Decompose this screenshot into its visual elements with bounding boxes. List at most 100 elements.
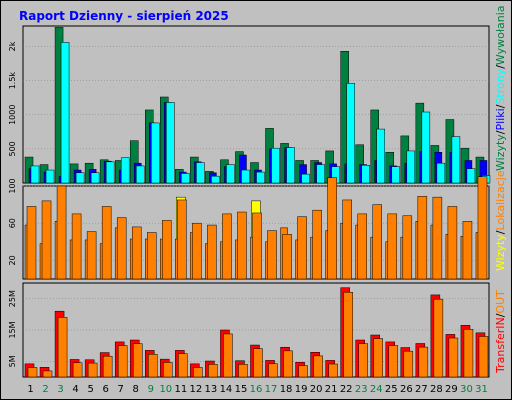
x-tick-day-10: 10 — [159, 384, 172, 395]
bar-transfer-out-day-20 — [313, 355, 323, 378]
bar-transfer-out-day-18 — [283, 350, 293, 378]
legend-transfer-item-2: / — [494, 313, 507, 317]
bar-strony-day-4 — [75, 172, 85, 184]
bar-transfer-out-day-1 — [27, 367, 38, 378]
bar-transfer-out-day-4 — [72, 362, 83, 378]
x-tick-day-24: 24 — [370, 384, 383, 395]
y-tick-label: 15M — [8, 321, 17, 338]
x-tick-day-2: 2 — [42, 384, 48, 395]
x-tick-day-7: 7 — [118, 384, 124, 395]
bar-strony-day-27 — [421, 111, 431, 184]
bar-strony-day-3 — [60, 42, 70, 184]
bar-strony-day-12 — [196, 162, 205, 184]
bar-transfer-out-day-16 — [253, 348, 263, 378]
legend-hits-item-1: / — [494, 130, 507, 134]
bar-visits-day-6 — [101, 206, 112, 280]
bar-strony-day-13 — [211, 175, 220, 184]
x-tick-day-29: 29 — [445, 384, 458, 395]
chart-panel-hits: 500 1000 1.5k 2k — [8, 25, 491, 184]
bar-visits-day-1 — [26, 206, 37, 280]
x-tick-day-9: 9 — [148, 384, 154, 395]
bar-transfer-out-day-7 — [117, 345, 128, 378]
legend-transfer-item-3: OUT — [494, 290, 507, 314]
legend-hits-item-4: Strony — [494, 68, 507, 104]
x-tick-day-8: 8 — [133, 384, 139, 395]
x-tick-day-17: 17 — [265, 384, 278, 395]
legend-visits-item-1: / — [494, 230, 507, 234]
bar-transfer-out-day-23 — [358, 343, 368, 378]
chart-panel-visits: 20 60 100 — [8, 176, 490, 280]
legend-transfer-item-1: IN — [494, 317, 507, 328]
bar-strony-day-29 — [451, 136, 461, 184]
bar-visits-day-14 — [222, 213, 232, 280]
bar-strony-day-30 — [466, 168, 476, 184]
bar-strony-day-9 — [151, 122, 160, 184]
bar-visits-day-10 — [162, 220, 172, 280]
bar-transfer-out-day-14 — [223, 333, 233, 378]
page-title: Raport Dzienny - sierpień 2025 — [19, 9, 229, 23]
bar-visits-day-29 — [447, 206, 458, 280]
bar-visits-day-3 — [56, 185, 67, 280]
y-tick-label: 5M — [8, 355, 17, 367]
bar-transfer-out-day-31 — [478, 336, 489, 378]
bar-strony-day-24 — [376, 128, 385, 184]
bar-strony-day-20 — [316, 164, 325, 184]
bar-visits-day-5 — [86, 231, 97, 280]
bar-strony-day-17 — [271, 147, 280, 184]
bar-visits-day-24 — [372, 204, 382, 280]
bar-transfer-out-day-15 — [238, 364, 248, 378]
bar-visits-day-19 — [297, 216, 307, 280]
x-tick-day-13: 13 — [205, 384, 218, 395]
bar-transfer-out-day-3 — [57, 317, 68, 378]
x-tick-day-4: 4 — [72, 384, 78, 395]
bar-visits-day-11 — [177, 199, 187, 280]
bar-visits-day-18 — [282, 234, 292, 280]
bar-strony-day-8 — [135, 165, 145, 184]
x-tick-day-11: 11 — [174, 384, 187, 395]
legend-hits: Wizyty/Pliki/Strony/Wywołania — [494, 6, 507, 172]
legend-visits: Wizyty/Lokalizacje — [494, 170, 507, 271]
bar-visits-day-4 — [71, 213, 82, 280]
bar-strony-day-18 — [286, 147, 295, 184]
legend-hits-item-0: Wizyty — [494, 134, 507, 171]
x-tick-day-14: 14 — [220, 384, 233, 395]
x-tick-day-20: 20 — [310, 384, 323, 395]
x-tick-day-25: 25 — [385, 384, 398, 395]
y-tick-label: 500 — [8, 141, 17, 156]
bar-visits-day-26 — [402, 215, 413, 280]
legend-visits-item-2: Lokalizacje — [494, 170, 507, 230]
bar-visits-day-21 — [327, 177, 337, 280]
bar-visits-day-7 — [116, 217, 127, 280]
bar-transfer-out-day-12 — [193, 367, 203, 378]
bar-transfer-out-day-13 — [208, 364, 218, 378]
bar-strony-day-16 — [256, 171, 265, 184]
x-tick-day-6: 6 — [102, 384, 108, 395]
x-tick-day-23: 23 — [355, 384, 368, 395]
bar-transfer-out-day-10 — [163, 362, 173, 378]
bar-strony-day-10 — [166, 102, 175, 184]
x-tick-day-5: 5 — [87, 384, 93, 395]
bar-strony-day-6 — [105, 161, 115, 184]
bar-transfer-out-day-9 — [148, 354, 158, 378]
bar-transfer-out-day-2 — [42, 370, 53, 378]
y-tick-label: 2k — [8, 41, 17, 51]
bar-visits-day-25 — [387, 213, 398, 280]
bar-strony-day-28 — [436, 162, 446, 184]
y-tick-label: 1000 — [8, 105, 17, 125]
bar-visits-day-31 — [477, 176, 488, 280]
bar-visits-day-23 — [357, 213, 367, 280]
bar-visits-day-20 — [312, 209, 322, 280]
bar-strony-day-19 — [301, 173, 310, 184]
bar-strony-day-25 — [391, 166, 401, 184]
bar-strony-day-11 — [181, 173, 190, 184]
bar-transfer-out-day-8 — [132, 343, 143, 378]
x-tick-day-21: 21 — [325, 384, 338, 395]
bar-strony-day-2 — [45, 169, 55, 184]
bar-visits-day-30 — [462, 221, 473, 280]
legend-hits-item-6: Wywołania — [494, 6, 507, 66]
bar-transfer-out-day-5 — [87, 362, 98, 378]
bar-strony-day-14 — [226, 164, 235, 184]
